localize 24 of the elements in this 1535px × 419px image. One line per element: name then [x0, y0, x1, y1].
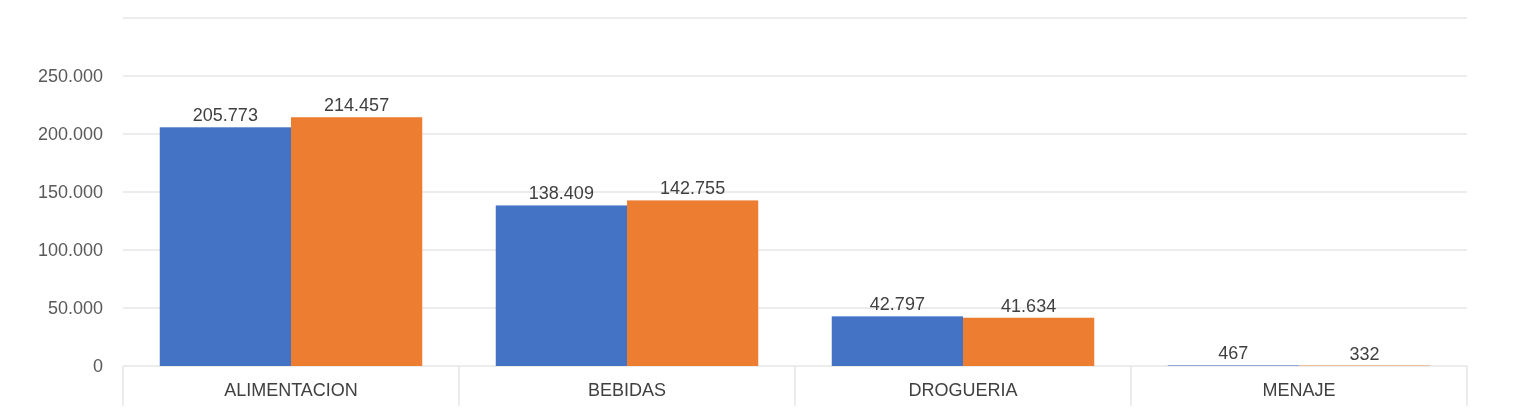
y-tick-label: 100.000	[37, 240, 103, 261]
data-label: 205.773	[192, 105, 258, 126]
bar	[291, 117, 423, 366]
bar	[159, 127, 291, 366]
data-label: 142.755	[660, 178, 726, 199]
y-tick-label: 250.000	[37, 66, 103, 87]
bar	[831, 316, 963, 366]
bar	[627, 200, 759, 366]
y-tick-label: 50.000	[47, 298, 103, 319]
data-label: 138.409	[528, 183, 594, 204]
y-tick-label: 200.000	[37, 124, 103, 145]
bar	[495, 205, 627, 366]
y-tick-label: 150.000	[37, 182, 103, 203]
data-label: 42.797	[869, 294, 925, 315]
data-label: 214.457	[324, 95, 390, 116]
x-tick-label: MENAJE	[1262, 380, 1336, 400]
data-label: 467	[1218, 343, 1249, 364]
x-tick-label: DROGUERIA	[908, 380, 1018, 400]
bar	[963, 317, 1095, 366]
data-label: 332	[1349, 343, 1380, 364]
x-tick-label: ALIMENTACION	[224, 380, 358, 400]
data-label: 41.634	[1001, 295, 1057, 316]
x-tick-label: BEBIDAS	[587, 380, 667, 400]
y-tick-label: 0	[92, 356, 103, 377]
